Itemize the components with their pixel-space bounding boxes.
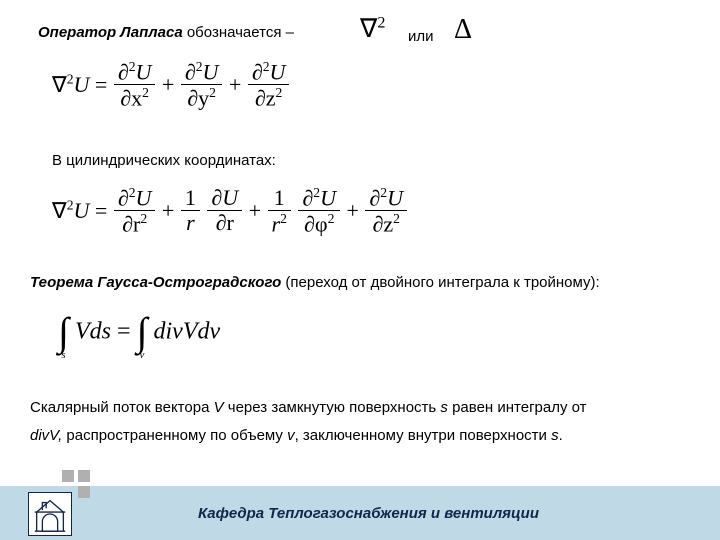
slide-page: Оператор Лапласа обозначается – ∇2 или Δ…	[0, 0, 720, 540]
nabla-symbol: ∇2	[360, 14, 385, 44]
laplace-rest: обозначается –	[183, 24, 294, 41]
laplace-term: Оператор Лапласа	[38, 24, 183, 41]
delta-symbol: Δ	[454, 14, 472, 46]
gauss-theorem-label: Теорема Гаусса-Остроградского (переход о…	[30, 274, 600, 291]
gauss-theorem-rest: (переход от двойного интеграла к тройном…	[281, 274, 599, 291]
description-paragraph: Скалярный поток вектора V через замкнуту…	[30, 394, 690, 450]
laplace-cartesian: ∇2U = ∂2U ∂x2 + ∂2U ∂y2 + ∂2U ∂z2	[52, 60, 290, 110]
footer-logo	[28, 470, 128, 540]
or-word: или	[408, 28, 434, 45]
building-icon	[28, 492, 72, 536]
footer-band: Кафедра Теплогазоснабжения и вентиляции	[0, 486, 720, 540]
footer-text: Кафедра Теплогазоснабжения и вентиляции	[198, 505, 539, 522]
laplace-cylindrical: ∇2U = ∂2U ∂r2 + 1 r ∂U ∂r + 1 r2 ∂2U ∂φ2…	[52, 186, 408, 236]
cylindrical-label: В цилиндрических координатах:	[52, 152, 276, 169]
gauss-theorem-name: Теорема Гаусса-Остроградского	[30, 274, 281, 291]
laplace-intro: Оператор Лапласа обозначается –	[38, 24, 294, 41]
gauss-equation: ∫ s Vds = ∫ v divVdv	[58, 304, 220, 360]
